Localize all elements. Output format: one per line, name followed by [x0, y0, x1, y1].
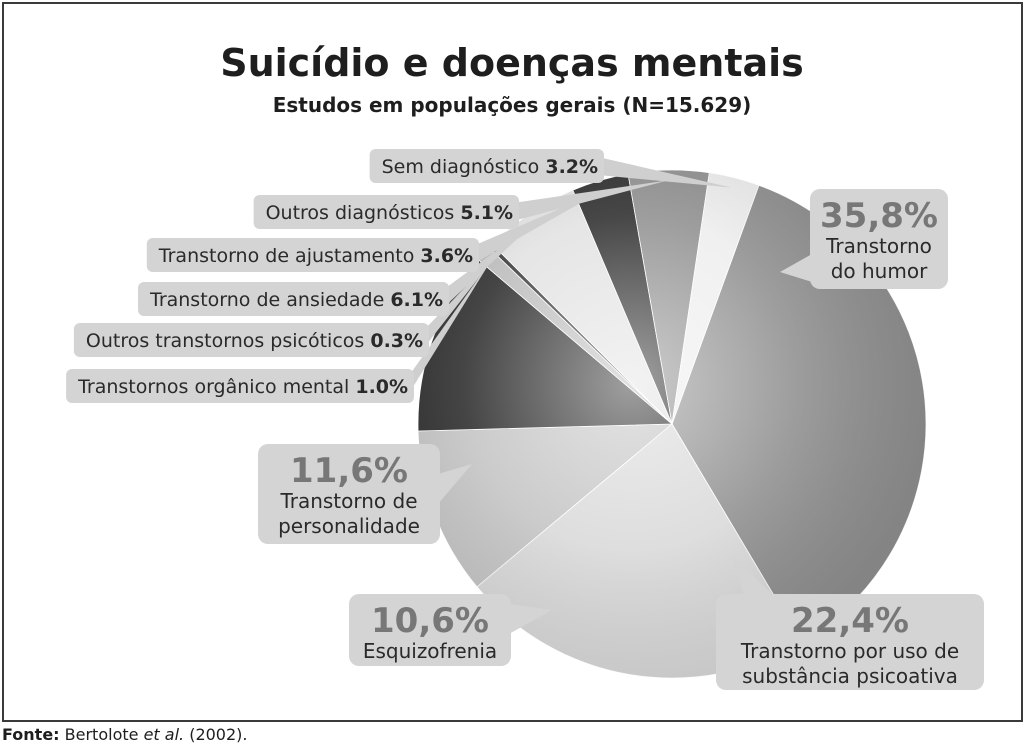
slice-label: Transtornos orgânico mental 1.0%: [77, 376, 408, 398]
callout-box: [810, 189, 948, 289]
callout-pointer: [598, 157, 732, 188]
slice-name-line: Transtorno por uso de: [740, 639, 959, 663]
callout-box: [138, 282, 449, 316]
slice-label: Sem diagnóstico 3.2%: [382, 156, 598, 178]
callout-box: [716, 594, 984, 690]
slice-name: Outros diagnósticos: [266, 202, 461, 224]
chart-title: Suicídio e doenças mentais: [220, 41, 804, 85]
callout-box: [349, 594, 511, 666]
slice-name: Transtornos orgânico mental: [77, 376, 355, 398]
slice-value: 10,6%: [371, 601, 489, 641]
callout-pointer: [513, 180, 669, 221]
callout-transtorno-de-ansiedade: Transtorno de ansiedade 6.1%: [138, 221, 536, 316]
callout-outros-diagnosticos: Outros diagnósticos 5.1%: [253, 180, 669, 229]
callout-pointer: [509, 604, 552, 634]
callout-esquizofrenia: 10,6%Esquizofrenia: [349, 594, 552, 666]
callout-box: [369, 149, 604, 183]
slice-value: 3.2%: [545, 156, 598, 178]
slice-name-line: Transtorno de: [279, 489, 417, 513]
slice-value: 22,4%: [791, 601, 909, 641]
callout-pointer: [438, 464, 472, 504]
source-etal: et al.: [143, 725, 185, 744]
slice-callouts: Transtornos orgânico mental 1.0% Outros t…: [66, 149, 984, 690]
callout-box: [258, 444, 440, 544]
slice-name-line: Transtorno: [825, 234, 932, 258]
slice-name-line: personalidade: [278, 514, 420, 538]
source-note: Fonte: Bertolote et al. (2002).: [2, 725, 248, 744]
chart-frame: Suicídio e doenças mentais Estudos em po…: [2, 2, 1023, 722]
slice-label: Outros transtornos psicóticos 0.3%: [86, 330, 423, 352]
slice-name-line: substância psicoativa: [742, 664, 958, 688]
slice-name: Outros transtornos psicóticos: [86, 330, 370, 352]
slice-value: 5.1%: [460, 202, 513, 224]
callout-box: [146, 238, 480, 272]
slice-name: Transtorno de ansiedade: [149, 289, 390, 311]
slice-value: 11,6%: [290, 451, 408, 491]
callout-outros-transtornos-psicoticos: Outros transtornos psicóticos 0.3%: [73, 253, 498, 357]
slice-label: Transtorno de ansiedade 6.1%: [149, 289, 443, 311]
slice-name: Transtorno de ajustamento: [158, 245, 421, 267]
callout-pointer: [473, 190, 603, 264]
source-label: Fonte:: [2, 725, 60, 744]
callout-transtorno-de-ajustamento: Transtorno de ajustamento 3.6%: [146, 190, 603, 272]
slice-name-line: Esquizofrenia: [363, 639, 497, 663]
slice-value: 3.6%: [420, 245, 473, 267]
callout-pointer: [408, 260, 492, 395]
source-authors: Bertolote: [64, 725, 139, 744]
callout-pointer: [732, 556, 774, 596]
callout-pointer: [423, 253, 498, 349]
source-year: (2002).: [189, 725, 248, 744]
slice-label: Transtorno de ajustamento 3.6%: [158, 245, 473, 267]
chart-subtitle: Estudos em populações gerais (N=15.629): [273, 93, 752, 117]
callout-sem-diagnostico: Sem diagnóstico 3.2%: [369, 149, 732, 188]
callout-box: [73, 323, 430, 357]
slice-value: 0.3%: [370, 330, 423, 352]
callout-box: [66, 369, 414, 403]
slice-value: 35,8%: [820, 196, 938, 236]
callout-box: [253, 195, 519, 229]
pie-chart: Suicídio e doenças mentais Estudos em po…: [66, 41, 984, 690]
slice-value: 6.1%: [390, 289, 443, 311]
callout-pointer: [780, 254, 812, 282]
slice-value: 1.0%: [355, 376, 408, 398]
callout-transtornos-organico-mental: Transtornos orgânico mental 1.0%: [66, 260, 492, 403]
slice-label: Outros diagnósticos 5.1%: [266, 202, 513, 224]
slice-name: Sem diagnóstico: [382, 156, 546, 178]
callout-pointer: [443, 221, 536, 308]
slice-name-line: do humor: [831, 259, 928, 283]
